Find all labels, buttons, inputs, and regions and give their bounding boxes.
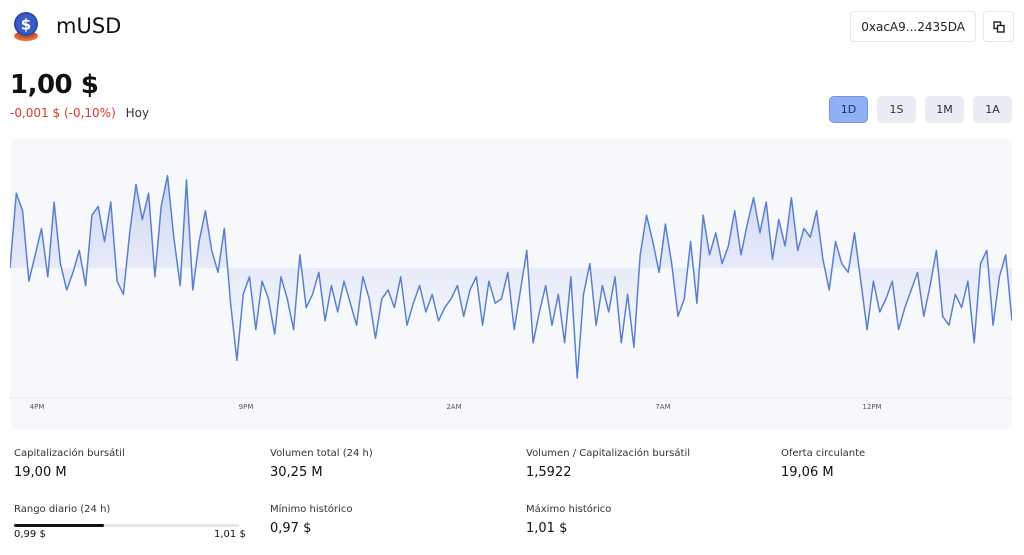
- stat-value: 19,06 M: [781, 465, 834, 480]
- stat-label: Volumen / Capitalización bursátil: [526, 448, 690, 459]
- stat-market-cap: Capitalización bursátil 19,00 M: [14, 448, 125, 480]
- stat-value: 0,97 $: [270, 521, 312, 536]
- stat-label: Volumen total (24 h): [270, 448, 373, 459]
- x-tick-label: 4PM: [30, 403, 45, 411]
- price-change-value: -0,001 $ (-0,10%): [10, 106, 116, 120]
- stat-vol-mcap: Volumen / Capitalización bursátil 1,5922: [526, 448, 690, 480]
- x-tick-label: 7AM: [655, 403, 670, 411]
- stat-label: Rango diario (24 h): [14, 504, 111, 515]
- stat-label: Oferta circulante: [781, 448, 866, 459]
- stat-label: Capitalización bursátil: [14, 448, 125, 459]
- tab-1a[interactable]: 1A: [973, 96, 1012, 123]
- daily-range-fill: [14, 524, 104, 527]
- price-change: -0,001 $ (-0,10%) Hoy: [10, 106, 149, 120]
- stat-label: Máximo histórico: [526, 504, 612, 515]
- x-axis-ticks: 4PM 9PM 2AM 7AM 12PM: [30, 403, 882, 411]
- token-title: mUSD: [56, 14, 122, 38]
- stat-value: 19,00 M: [14, 465, 67, 480]
- stat-label: Mínimo histórico: [270, 504, 353, 515]
- header: $ mUSD: [10, 8, 121, 44]
- stat-value: 1,01 $: [526, 521, 568, 536]
- x-tick-label: 9PM: [239, 403, 254, 411]
- stat-supply: Oferta circulante 19,06 M: [781, 448, 865, 480]
- tab-1d[interactable]: 1D: [829, 96, 868, 123]
- x-tick-label: 2AM: [446, 403, 461, 411]
- price-line: [10, 174, 1012, 379]
- dollar-coin-icon: $: [14, 12, 38, 41]
- stat-daily-range: Rango diario (24 h): [14, 504, 110, 515]
- tab-1m[interactable]: 1M: [925, 96, 964, 123]
- price-chart-svg: 4PM 9PM 2AM 7AM 12PM: [10, 174, 1012, 411]
- daily-range-max: 1,01 $: [214, 529, 246, 540]
- stat-value: 30,25 M: [270, 465, 323, 480]
- price-chart[interactable]: 4PM 9PM 2AM 7AM 12PM: [10, 138, 1012, 430]
- stat-volume: Volumen total (24 h) 30,25 M: [270, 448, 373, 480]
- tab-1s[interactable]: 1S: [877, 96, 916, 123]
- copy-address-button[interactable]: [983, 11, 1014, 42]
- timeframe-tabs: 1D 1S 1M 1A: [829, 96, 1012, 123]
- daily-range-min: 0,99 $: [14, 529, 46, 540]
- stat-value: 1,5922: [526, 465, 572, 480]
- stat-ath-high: Máximo histórico 1,01 $: [526, 504, 611, 536]
- current-price: 1,00 $: [10, 70, 99, 100]
- price-area: [10, 175, 1012, 378]
- daily-range-bar: [14, 524, 239, 527]
- stat-ath-low: Mínimo histórico 0,97 $: [270, 504, 352, 536]
- x-tick-label: 12PM: [862, 403, 881, 411]
- copy-icon: [992, 20, 1005, 33]
- price-change-period: Hoy: [125, 106, 150, 120]
- svg-text:$: $: [21, 16, 31, 34]
- contract-address[interactable]: 0xacA9...2435DA: [850, 11, 976, 42]
